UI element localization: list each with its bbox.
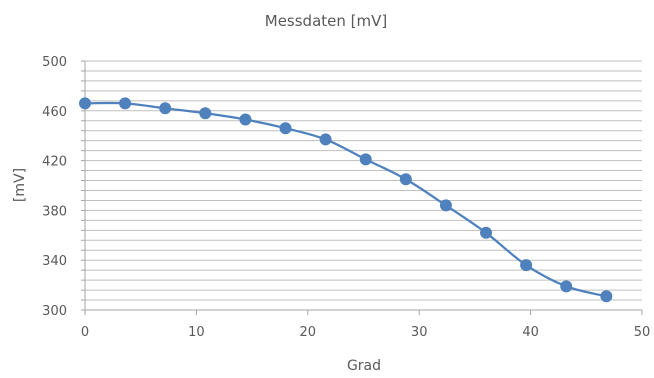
data-point xyxy=(319,133,332,146)
y-tick-label: 340 xyxy=(42,254,67,269)
data-point xyxy=(159,102,172,115)
y-tick-label: 420 xyxy=(42,155,67,170)
y-tick-label: 380 xyxy=(42,204,67,219)
data-point xyxy=(119,97,132,110)
x-tick-label: 20 xyxy=(300,325,317,340)
data-point xyxy=(520,259,533,272)
data-point xyxy=(560,280,573,293)
axes xyxy=(81,60,643,315)
y-tick-label: 300 xyxy=(42,304,67,319)
series-layer xyxy=(79,97,613,303)
y-tick-label: 500 xyxy=(42,55,67,70)
chart-title: Messdaten [mV] xyxy=(265,12,387,30)
data-point xyxy=(79,97,91,110)
data-point xyxy=(600,290,613,303)
y-axis-title: [mV] xyxy=(12,168,28,202)
gridlines xyxy=(85,60,642,301)
x-tick-label: 30 xyxy=(411,325,428,340)
data-point xyxy=(199,107,212,120)
x-axis-title: Grad xyxy=(347,358,381,374)
data-point xyxy=(439,199,452,212)
data-point xyxy=(239,113,252,126)
data-point xyxy=(399,173,412,186)
x-tick-label: 50 xyxy=(634,325,651,340)
y-tick-label: 460 xyxy=(42,105,67,120)
data-point xyxy=(359,153,372,166)
tick-labels: 300 340 380 420 460 500 0 10 20 30 40 50 xyxy=(42,55,650,340)
x-tick-label: 0 xyxy=(81,325,89,340)
x-tick-label: 10 xyxy=(188,325,205,340)
x-tick-label: 40 xyxy=(522,325,539,340)
data-point xyxy=(480,226,493,239)
data-point xyxy=(279,122,292,135)
